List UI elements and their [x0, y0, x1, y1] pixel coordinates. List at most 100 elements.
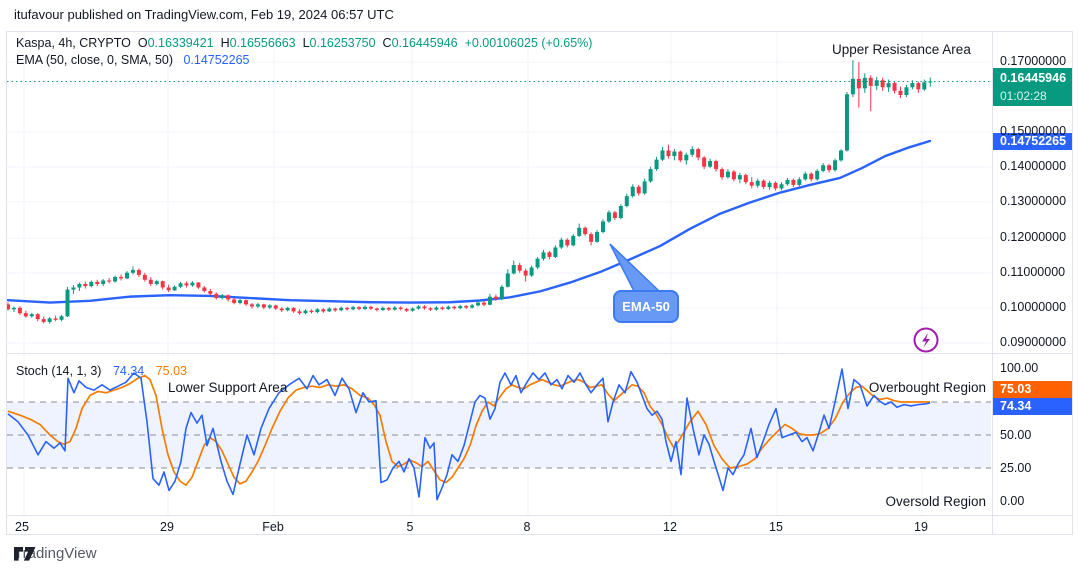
time-tick-label: 12: [663, 520, 677, 534]
candle-body: [446, 306, 451, 309]
tradingview-brand-text: TradingView: [14, 545, 97, 562]
candle-body: [523, 270, 528, 276]
candle-body: [517, 265, 522, 271]
candle-body: [255, 304, 260, 307]
candle-body: [535, 258, 540, 268]
candle-body: [11, 307, 16, 310]
candle-body: [874, 80, 879, 86]
candle-body: [249, 304, 254, 307]
candle-body: [767, 182, 772, 188]
price-tick-label: 0.14000000: [1000, 159, 1067, 173]
price-chart-canvas[interactable]: [7, 32, 992, 353]
time-tick-label: Feb: [262, 520, 284, 534]
candle-body: [904, 87, 909, 96]
candle-body: [166, 287, 171, 291]
candle-body: [178, 283, 183, 287]
candle-body: [815, 170, 820, 180]
price-tick-label: 0.12000000: [1000, 230, 1067, 244]
candle-body: [827, 165, 832, 171]
candle-body: [89, 281, 94, 287]
ema-legend[interactable]: EMA (50, close, 0, SMA, 50) 0.14752265: [16, 53, 250, 67]
candle-body: [422, 306, 427, 309]
oversold-region-label: Oversold Region: [885, 494, 986, 509]
candle-body: [785, 180, 790, 185]
candle-body: [880, 80, 885, 88]
candle-body: [214, 293, 219, 299]
candle-body: [59, 316, 64, 320]
candle-body: [374, 308, 379, 310]
time-tick-label: 29: [160, 520, 174, 534]
pane-separator[interactable]: [6, 353, 1073, 354]
symbol-legend[interactable]: Kaspa, 4h, CRYPTO O0.16339421 H0.1655666…: [16, 36, 593, 50]
candle-body: [142, 274, 147, 280]
candle-body: [160, 281, 165, 288]
candle-body: [833, 160, 838, 171]
candle-body: [499, 286, 504, 300]
stoch-tick-label: 100.00: [1000, 361, 1039, 375]
candle-body: [642, 181, 647, 194]
candle-body: [303, 310, 308, 314]
candle-body: [868, 77, 873, 86]
flash-icon[interactable]: [913, 327, 939, 353]
candle-body: [648, 169, 653, 182]
candle-body: [23, 313, 28, 317]
candle-body: [83, 283, 88, 287]
candle-body: [666, 150, 671, 157]
candle-body: [482, 302, 486, 305]
time-tick-label: 8: [523, 520, 531, 534]
candle-body: [315, 309, 320, 313]
candle-body: [493, 296, 498, 300]
candle-body: [458, 306, 463, 309]
candle-body: [107, 280, 112, 282]
chart-frame: [6, 31, 1073, 535]
candle-body: [856, 78, 861, 89]
candle-body: [916, 83, 921, 90]
candle-body: [797, 179, 802, 185]
candle-body: [309, 310, 314, 313]
time-tick-label: 19: [914, 520, 928, 534]
candle-body: [743, 175, 748, 183]
ema50-callout[interactable]: EMA-50: [613, 290, 679, 323]
candle-body: [220, 295, 225, 299]
high-value: 0.16556663: [229, 36, 296, 50]
candle-body: [428, 308, 433, 310]
candle-body: [476, 302, 481, 306]
candle-body: [404, 308, 409, 311]
candle-body: [470, 305, 475, 308]
candle-body: [172, 286, 177, 291]
candle-body: [53, 318, 58, 320]
candle-body: [71, 287, 76, 290]
candle-body: [850, 78, 855, 95]
candle-body: [606, 212, 611, 222]
candle-body: [47, 318, 52, 322]
candle-body: [731, 171, 736, 180]
price-tick-label: 0.10000000: [1000, 300, 1067, 314]
candle-body: [119, 276, 124, 279]
stoch-k-line[interactable]: [7, 368, 931, 501]
candle-body: [273, 305, 278, 309]
candle-body: [684, 154, 689, 161]
candle-body: [202, 287, 207, 292]
candle-body: [333, 308, 338, 311]
stoch-title: Stoch (14, 1, 3): [16, 364, 102, 378]
candle-body: [672, 151, 677, 157]
price-tick-label: 0.11000000: [1000, 265, 1066, 279]
stoch-legend[interactable]: Stoch (14, 1, 3) 74.34 75.03: [16, 364, 187, 378]
candle-body: [553, 247, 558, 257]
tradingview-branding[interactable]: TradingView: [14, 545, 97, 562]
tradingview-logo-icon: [14, 546, 36, 561]
ema-value: 0.14752265: [183, 53, 250, 67]
ema50-line[interactable]: [7, 139, 932, 304]
stoch-k-value: 74.34: [112, 364, 145, 378]
candle-body: [392, 307, 397, 310]
stochastic-panel-canvas[interactable]: [7, 355, 992, 515]
stoch-d-value: 75.03: [155, 364, 187, 378]
candle-body: [232, 299, 237, 303]
change-value: +0.00106025 (+0.65%): [464, 36, 593, 50]
candle-body: [101, 280, 106, 284]
price-tick-label: 0.13000000: [1000, 194, 1067, 208]
candle-body: [452, 306, 457, 309]
stoch-tick-label: 50.00: [1000, 428, 1032, 442]
candle-body: [190, 282, 195, 286]
